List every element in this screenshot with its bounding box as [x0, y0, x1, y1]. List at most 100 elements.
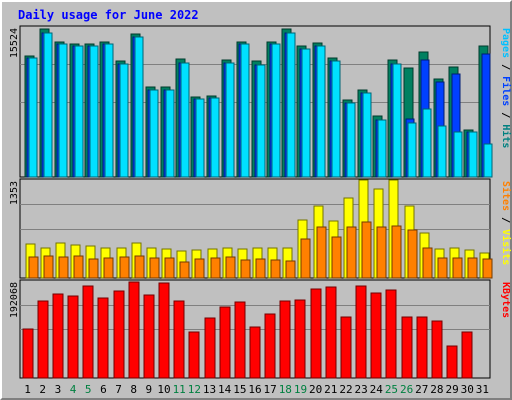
bar-sites-day-24	[376, 226, 387, 279]
bar-kbytes-day-22	[340, 316, 352, 379]
x-tick-label-4: 4	[70, 383, 77, 396]
x-tick-label-12: 12	[188, 383, 201, 396]
label-hits: Hits	[500, 124, 512, 148]
x-tick-label-23: 23	[355, 383, 368, 396]
bar-kbytes-day-13	[204, 317, 216, 379]
y-max-label: 15524	[9, 28, 20, 58]
bar-sites-day-19	[300, 238, 311, 279]
x-tick-label-6: 6	[100, 383, 107, 396]
bar-pages-day-2	[43, 32, 53, 178]
label-kbytes: KBytes	[500, 282, 511, 318]
bar-pages-day-17	[271, 43, 281, 178]
bar-sites-day-25	[391, 225, 402, 279]
bar-pages-day-13	[210, 97, 220, 178]
bar-kbytes-day-2	[37, 300, 49, 379]
bar-sites-day-22	[346, 226, 357, 279]
x-tick-label-17: 17	[264, 383, 277, 396]
bar-kbytes-day-19	[294, 299, 306, 379]
bar-sites-day-12	[194, 258, 205, 279]
x-tick-label-1: 1	[24, 383, 31, 396]
x-tick-label-22: 22	[339, 383, 352, 396]
x-tick-label-8: 8	[130, 383, 137, 396]
bar-sites-day-6	[103, 257, 114, 279]
bar-pages-day-31	[483, 143, 493, 178]
bar-sites-day-9	[149, 257, 160, 279]
bar-kbytes-day-28	[431, 320, 443, 379]
y-max-label: 1353	[9, 181, 20, 205]
y-max-label: 192068	[9, 282, 20, 318]
series-axis-label: Sites / Visits	[500, 181, 512, 265]
x-tick-label-25: 25	[385, 383, 398, 396]
bar-pages-day-10	[165, 89, 175, 178]
bar-sites-day-2	[43, 255, 54, 279]
bar-sites-day-5	[88, 258, 99, 279]
bar-kbytes-day-18	[279, 300, 291, 379]
bar-pages-day-30	[468, 131, 478, 178]
bar-pages-day-15	[240, 43, 250, 178]
bar-pages-day-6	[104, 43, 114, 178]
bar-kbytes-day-30	[461, 331, 473, 379]
x-tick-label-11: 11	[173, 383, 186, 396]
x-tick-label-18: 18	[279, 383, 292, 396]
bar-kbytes-day-9	[143, 294, 155, 379]
bar-pages-day-25	[392, 63, 402, 178]
bar-kbytes-day-27	[416, 316, 428, 379]
bar-kbytes-day-10	[158, 282, 170, 379]
bar-pages-day-20	[316, 45, 326, 178]
bar-kbytes-day-12	[188, 331, 200, 379]
label-separator: /	[500, 106, 511, 124]
bar-pages-day-1	[28, 57, 38, 178]
visits-sites-panel: 1353 Sites / Visits	[9, 178, 512, 279]
bar-pages-day-27	[422, 108, 432, 178]
bar-kbytes-day-26	[401, 316, 413, 379]
series-axis-label: Pages / Files / Hits	[500, 28, 512, 148]
x-tick-label-5: 5	[85, 383, 92, 396]
label-pages: Pages	[500, 28, 511, 58]
bar-kbytes-day-4	[67, 295, 79, 379]
bar-pages-day-29	[453, 131, 463, 178]
bar-sites-day-21	[331, 236, 342, 279]
x-tick-label-27: 27	[415, 383, 428, 396]
x-tick-label-2: 2	[39, 383, 46, 396]
bar-sites-day-7	[119, 256, 130, 279]
x-tick-label-10: 10	[157, 383, 170, 396]
bar-pages-day-7	[119, 63, 129, 178]
x-tick-label-3: 3	[55, 383, 62, 396]
bar-kbytes-day-29	[446, 345, 458, 379]
bar-kbytes-day-1	[22, 328, 34, 379]
x-tick-label-31: 31	[476, 383, 489, 396]
bar-sites-day-17	[270, 259, 281, 279]
bar-pages-day-9	[149, 89, 159, 178]
bar-pages-day-23	[362, 92, 372, 178]
bar-sites-day-8	[134, 255, 145, 279]
bar-sites-day-31	[482, 258, 493, 279]
bar-sites-day-30	[467, 257, 478, 279]
bar-pages-day-16	[256, 64, 266, 178]
x-tick-label-30: 30	[461, 383, 474, 396]
x-tick-label-19: 19	[294, 383, 307, 396]
x-tick-label-15: 15	[233, 383, 246, 396]
bar-kbytes-day-11	[173, 300, 185, 379]
x-tick-label-14: 14	[218, 383, 232, 396]
bar-pages-day-11	[180, 62, 190, 178]
bar-pages-day-4	[74, 45, 84, 178]
x-tick-label-9: 9	[146, 383, 153, 396]
x-tick-label-24: 24	[370, 383, 384, 396]
bar-sites-day-23	[361, 221, 372, 279]
bar-sites-day-4	[73, 255, 84, 279]
bar-kbytes-day-16	[249, 326, 261, 379]
bar-kbytes-day-7	[113, 290, 125, 379]
bar-kbytes-day-25	[385, 289, 397, 379]
bar-sites-day-27	[422, 247, 433, 279]
bar-pages-day-12	[195, 98, 205, 178]
bar-sites-day-3	[58, 256, 69, 279]
x-tick-label-26: 26	[400, 383, 413, 396]
series-axis-label: KBytes	[500, 282, 511, 318]
bar-pages-day-28	[437, 125, 447, 178]
label-files: Files	[500, 76, 512, 106]
bar-pages-day-26	[407, 122, 417, 178]
x-tick-label-7: 7	[115, 383, 122, 396]
bar-pages-day-19	[301, 48, 311, 178]
bar-sites-day-18	[285, 260, 296, 279]
